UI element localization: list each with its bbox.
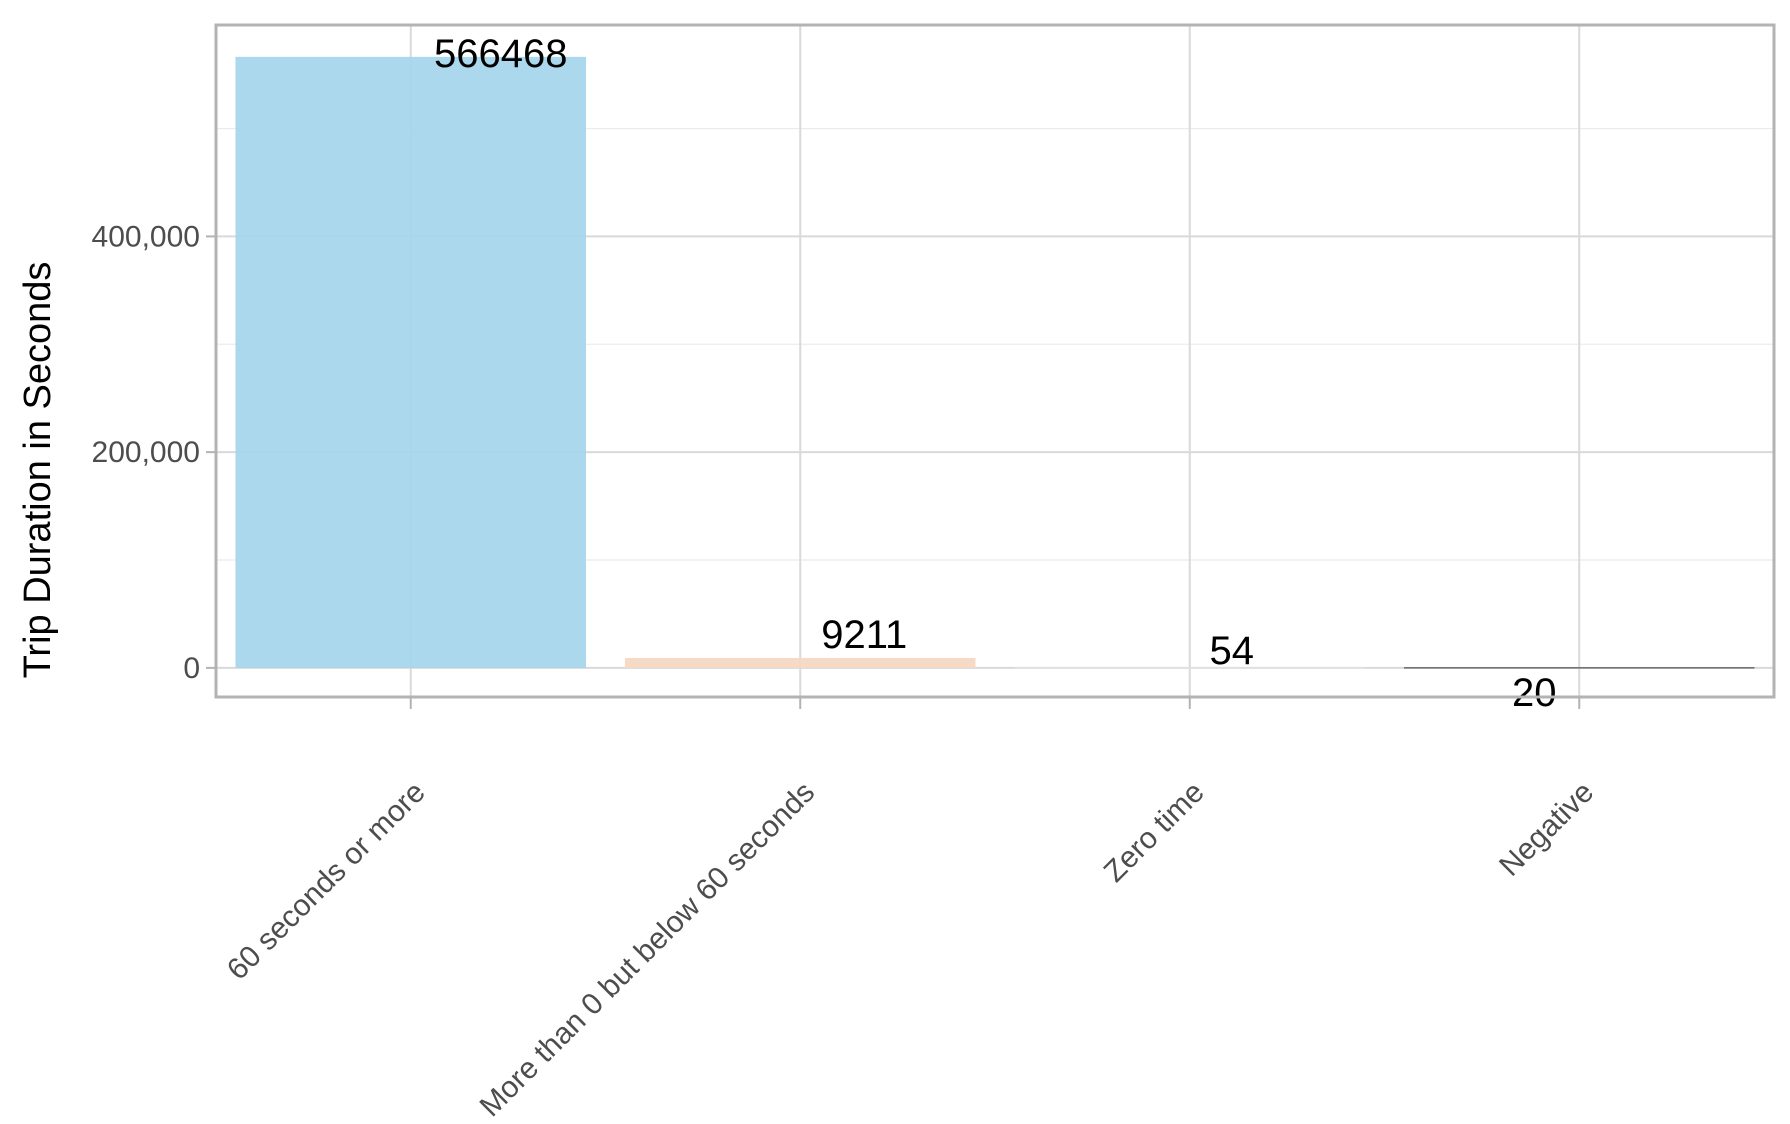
x-tick-label: More than 0 but below 60 seconds [474, 776, 822, 1124]
data-labels: 566468 9211 54 20 [434, 32, 1556, 715]
x-tick-label: Zero time [1098, 776, 1211, 889]
y-tick-label: 400,000 [92, 220, 200, 253]
x-tick-label: 60 seconds or more [221, 776, 432, 987]
data-label: 566468 [434, 32, 567, 76]
panel-border [214, 23, 1776, 699]
data-label: 9211 [821, 613, 907, 657]
x-tick-label: Negative [1493, 776, 1600, 883]
bars [235, 56, 1755, 669]
y-axis-title: Trip Duration in Seconds [17, 262, 59, 679]
y-tick-label: 200,000 [92, 436, 200, 469]
bar [235, 56, 587, 668]
data-label: 54 [1210, 629, 1255, 673]
bar [624, 657, 976, 668]
data-label: 20 [1512, 671, 1557, 715]
y-tick-label: 0 [183, 652, 200, 685]
